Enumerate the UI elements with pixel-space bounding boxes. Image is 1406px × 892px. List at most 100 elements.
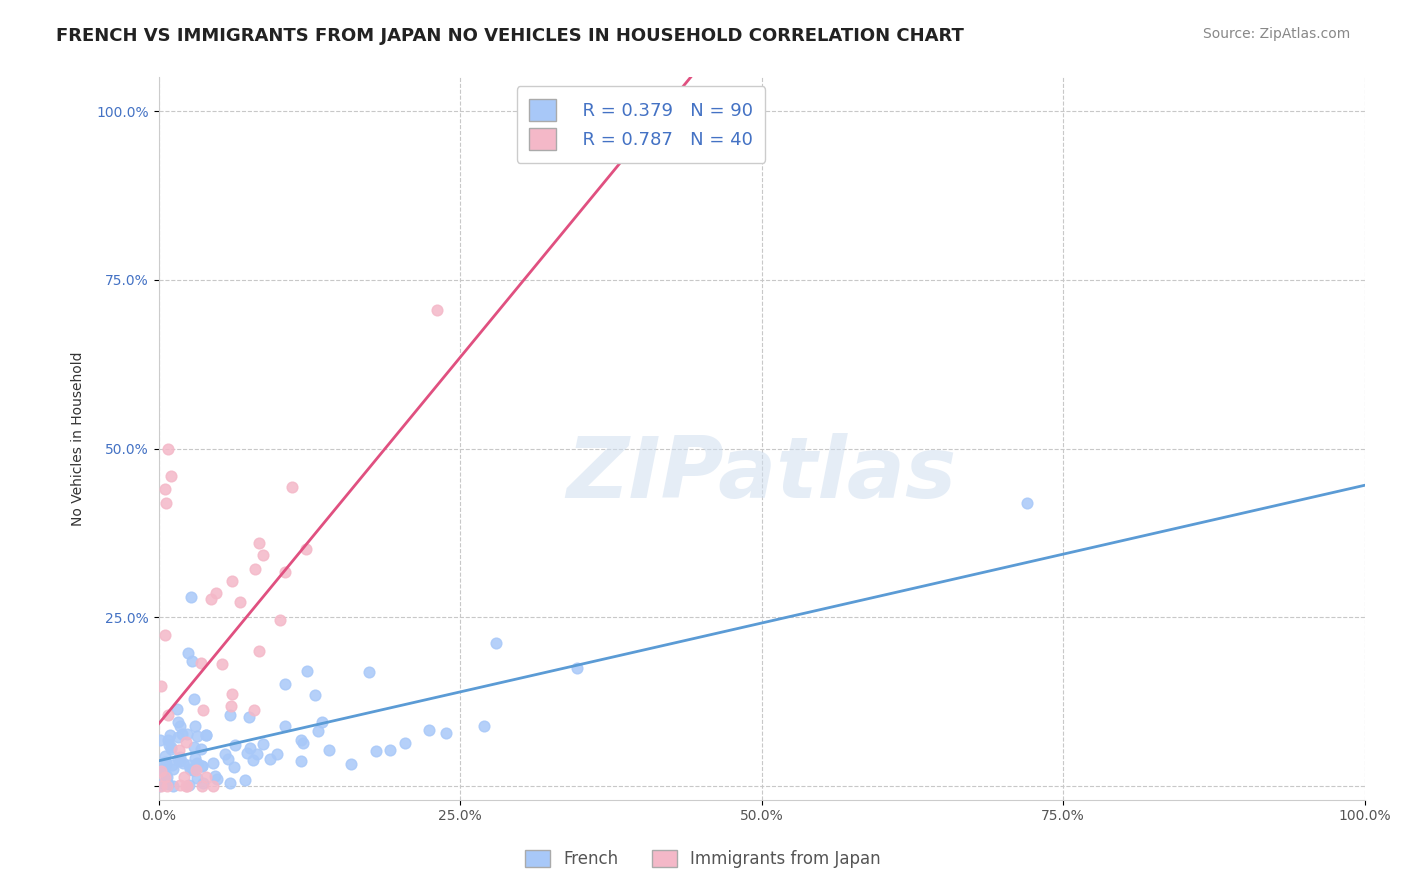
Immigrants from Japan [295, 542, 318, 557]
Immigrants from Japan [150, 679, 173, 693]
French [485, 635, 508, 649]
French [157, 733, 180, 747]
Immigrants from Japan [274, 565, 297, 579]
Legend: French, Immigrants from Japan: French, Immigrants from Japan [519, 843, 887, 875]
Immigrants from Japan [194, 770, 217, 784]
French [190, 742, 212, 756]
Immigrants from Japan [176, 779, 198, 793]
French [266, 747, 288, 762]
Immigrants from Japan [190, 656, 212, 670]
Immigrants from Japan [174, 779, 197, 793]
French [290, 755, 312, 769]
French [274, 718, 297, 732]
French [291, 736, 314, 750]
Text: Source: ZipAtlas.com: Source: ZipAtlas.com [1202, 27, 1350, 41]
Immigrants from Japan [191, 703, 214, 717]
Immigrants from Japan [159, 468, 181, 483]
French [162, 779, 184, 793]
French [259, 752, 281, 766]
French [167, 715, 190, 730]
French [380, 743, 402, 757]
French [179, 758, 201, 772]
Immigrants from Japan [191, 779, 214, 793]
Immigrants from Japan [153, 482, 176, 496]
Text: FRENCH VS IMMIGRANTS FROM JAPAN NO VEHICLES IN HOUSEHOLD CORRELATION CHART: FRENCH VS IMMIGRANTS FROM JAPAN NO VEHIC… [56, 27, 965, 45]
French [295, 665, 318, 679]
French [565, 661, 588, 675]
Immigrants from Japan [201, 779, 224, 793]
French [176, 727, 198, 741]
Immigrants from Japan [173, 771, 195, 785]
Immigrants from Japan [157, 442, 180, 456]
French [191, 776, 214, 790]
French [169, 719, 191, 733]
French [167, 752, 190, 766]
French [169, 754, 191, 768]
French [307, 723, 329, 738]
Immigrants from Japan [245, 562, 267, 576]
Immigrants from Japan [426, 303, 449, 318]
French [219, 776, 242, 790]
French [238, 710, 260, 724]
French [304, 689, 326, 703]
Y-axis label: No Vehicles in Household: No Vehicles in Household [72, 351, 86, 526]
Immigrants from Japan [247, 643, 270, 657]
French [364, 744, 387, 758]
French [235, 746, 257, 760]
French [190, 759, 212, 773]
French [180, 590, 202, 604]
French [184, 751, 207, 765]
Immigrants from Japan [186, 764, 208, 778]
French [181, 654, 204, 668]
French [183, 764, 205, 778]
Immigrants from Japan [167, 743, 190, 757]
French [394, 736, 416, 750]
French [156, 770, 179, 784]
French [148, 779, 170, 793]
French [318, 742, 340, 756]
Immigrants from Japan [211, 657, 233, 671]
Immigrants from Japan [156, 708, 179, 723]
Immigrants from Japan [219, 698, 242, 713]
Immigrants from Japan [149, 764, 172, 778]
French [214, 747, 236, 762]
French [204, 768, 226, 782]
French [179, 779, 201, 793]
French [239, 740, 262, 755]
Immigrants from Japan [153, 770, 176, 784]
Immigrants from Japan [200, 591, 222, 606]
French [162, 758, 184, 772]
French [153, 755, 176, 769]
French [152, 763, 174, 777]
French [273, 677, 295, 691]
Immigrants from Japan [155, 496, 177, 510]
Immigrants from Japan [221, 574, 243, 589]
French [162, 762, 184, 776]
French [246, 747, 269, 761]
Immigrants from Japan [221, 688, 243, 702]
French [233, 773, 256, 788]
French [186, 771, 208, 785]
French [195, 728, 218, 742]
French [186, 756, 208, 770]
French [202, 756, 225, 770]
French [159, 729, 181, 743]
French [242, 754, 264, 768]
French [194, 728, 217, 742]
French [169, 749, 191, 764]
French [155, 756, 177, 771]
French [186, 756, 208, 771]
French [207, 772, 229, 786]
French [339, 757, 361, 772]
French [252, 737, 274, 751]
French [218, 707, 240, 722]
French [150, 762, 173, 776]
French [224, 760, 246, 774]
French [172, 727, 194, 741]
Immigrants from Japan [281, 480, 304, 494]
French [472, 719, 495, 733]
Immigrants from Japan [252, 549, 274, 563]
French [159, 740, 181, 755]
French [153, 749, 176, 764]
French [180, 763, 202, 777]
